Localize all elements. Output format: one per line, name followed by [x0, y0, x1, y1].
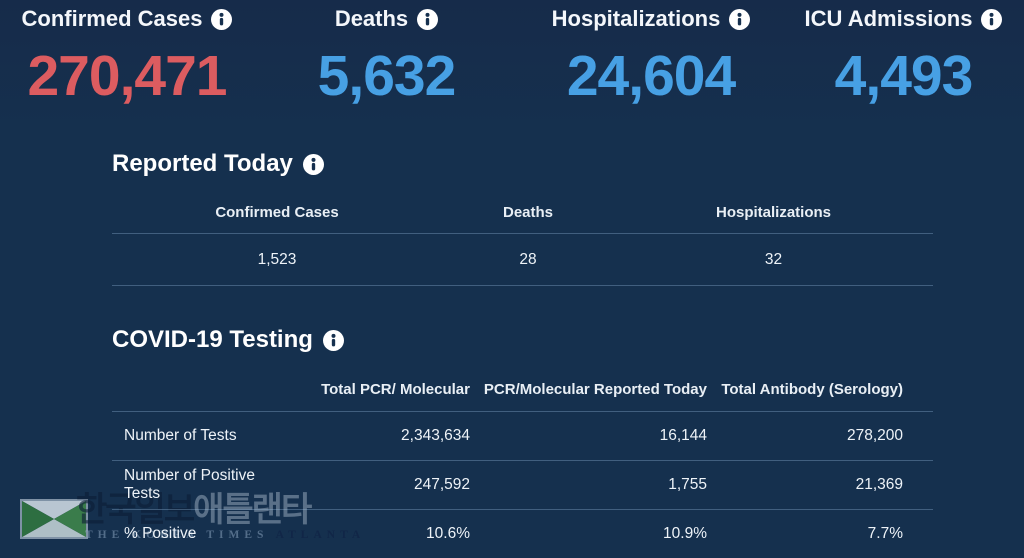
row-label: Number of Tests	[124, 427, 237, 444]
watermark-korean-secondary: 애틀랜타	[193, 491, 312, 529]
watermark-korean-text: 한국일보애틀랜타	[76, 490, 312, 530]
reported-today-table: Confirmed Cases Deaths Hospitalizations …	[112, 192, 933, 286]
info-icon[interactable]	[211, 8, 233, 30]
stat-label-text: Deaths	[334, 6, 409, 31]
cell-deaths: 28	[519, 250, 537, 268]
table-row-percent-positive: % Positive 10.6% 10.9% 7.7%	[112, 510, 933, 558]
info-icon[interactable]	[729, 8, 751, 30]
watermark-english-secondary: ATLANTA	[275, 529, 366, 541]
watermark-korean-primary: 한국일보	[76, 491, 195, 529]
cell-antibody: 278,200	[846, 427, 903, 444]
table-row-number-of-tests: Number of Tests 2,343,634 16,144 278,200	[112, 412, 933, 461]
reported-today-header-row: Confirmed Cases Deaths Hospitalizations	[112, 192, 933, 234]
column-header-confirmed-cases: Confirmed Cases	[215, 204, 339, 221]
watermark-english-primary: THE KOREA TIMES	[85, 529, 276, 541]
cell-pcr-today: 10.9%	[663, 525, 707, 542]
stat-deaths-value: 5,632	[317, 44, 457, 108]
section-title: Reported Today	[112, 150, 293, 177]
stat-label-text: ICU Admissions	[804, 6, 973, 31]
stat-deaths: Deaths 5,632	[254, 6, 519, 105]
section-title: COVID-19 Testing	[112, 326, 313, 353]
info-icon[interactable]	[981, 8, 1003, 30]
row-label: % Positive	[124, 525, 197, 542]
stat-icu-admissions: ICU Admissions 4,493	[783, 6, 1024, 105]
summary-stats-band: Confirmed Cases 270,471 Deaths 5,632 Hos…	[0, 0, 1024, 105]
cell-total-pcr: 247,592	[413, 476, 470, 493]
column-header-deaths: Deaths	[502, 204, 554, 221]
cell-total-pcr: 10.6%	[426, 525, 470, 542]
stat-hospitalizations-value: 24,604	[566, 44, 736, 108]
row-label: Number of Positive Tests	[124, 467, 255, 502]
cell-total-pcr: 2,343,634	[401, 427, 470, 444]
column-header-hospitalizations: Hospitalizations	[715, 204, 831, 221]
stat-icu-admissions-value: 4,493	[834, 44, 974, 108]
testing-header-row: Total PCR/ Molecular PCR/Molecular Repor…	[112, 368, 933, 412]
stat-label-text: Hospitalizations	[551, 6, 721, 31]
cell-pcr-today: 1,755	[668, 476, 707, 493]
cell-pcr-today: 16,144	[659, 427, 707, 444]
cell-antibody: 7.7%	[867, 525, 903, 542]
table-row-number-of-positive-tests: Number of Positive Tests 247,592 1,755 2…	[112, 461, 933, 510]
info-icon[interactable]	[417, 8, 439, 30]
reported-today-heading: Reported Today	[112, 150, 324, 178]
cell-hospitalizations: 32	[764, 250, 783, 268]
covid-testing-heading: COVID-19 Testing	[112, 326, 344, 354]
column-header-pcr-reported-today: PCR/Molecular Reported Today	[483, 381, 707, 398]
column-header-total-antibody: Total Antibody (Serology)	[721, 381, 903, 398]
reported-today-values-row: 1,523 28 32	[112, 234, 933, 286]
info-icon[interactable]	[302, 153, 324, 175]
stat-confirmed-cases-label: Confirmed Cases	[0, 6, 254, 32]
korea-times-flag-logo-icon	[20, 499, 88, 539]
stat-confirmed-cases-value: 270,471	[27, 44, 227, 108]
stat-deaths-label: Deaths	[254, 6, 519, 32]
column-header-total-pcr: Total PCR/ Molecular	[321, 381, 470, 398]
stat-icu-admissions-label: ICU Admissions	[783, 6, 1024, 32]
stat-confirmed-cases: Confirmed Cases 270,471	[0, 6, 254, 105]
cell-confirmed-cases: 1,523	[257, 250, 297, 268]
info-icon[interactable]	[322, 329, 344, 351]
cell-antibody: 21,369	[855, 476, 903, 493]
stat-hospitalizations-label: Hospitalizations	[519, 6, 783, 32]
stat-label-text: Confirmed Cases	[21, 6, 203, 31]
stat-hospitalizations: Hospitalizations 24,604	[519, 6, 783, 105]
watermark-english-text: THE KOREA TIMES ATLANTA	[85, 529, 365, 541]
covid-testing-table: Total PCR/ Molecular PCR/Molecular Repor…	[112, 368, 933, 558]
